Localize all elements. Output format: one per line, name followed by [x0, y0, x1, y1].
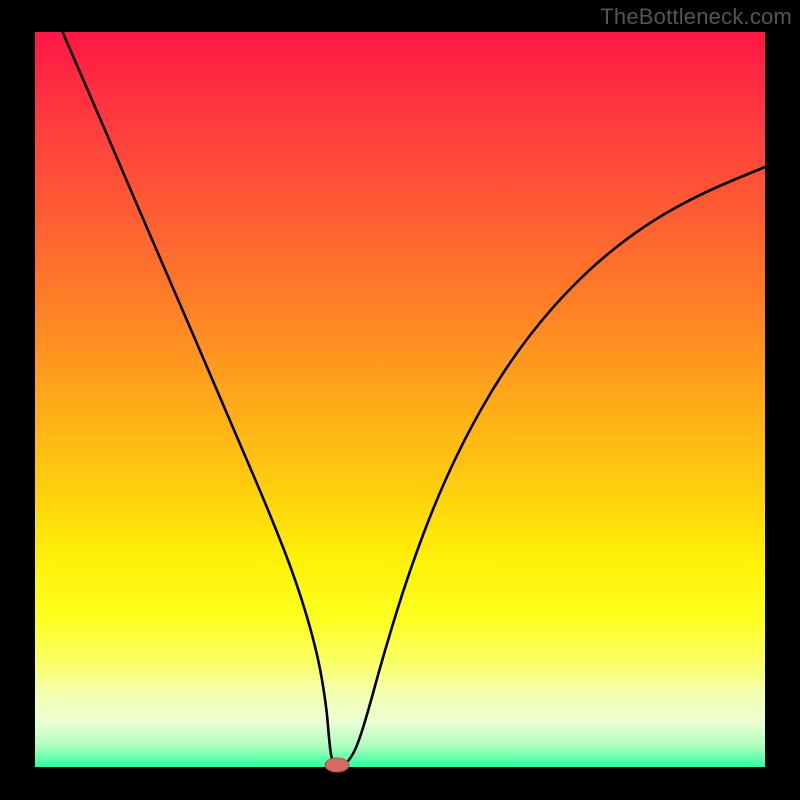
- bottleneck-chart: [0, 0, 800, 800]
- chart-container: TheBottleneck.com: [0, 0, 800, 800]
- plot-background: [35, 32, 765, 767]
- optimal-point-marker: [325, 758, 349, 772]
- watermark-text: TheBottleneck.com: [600, 4, 792, 30]
